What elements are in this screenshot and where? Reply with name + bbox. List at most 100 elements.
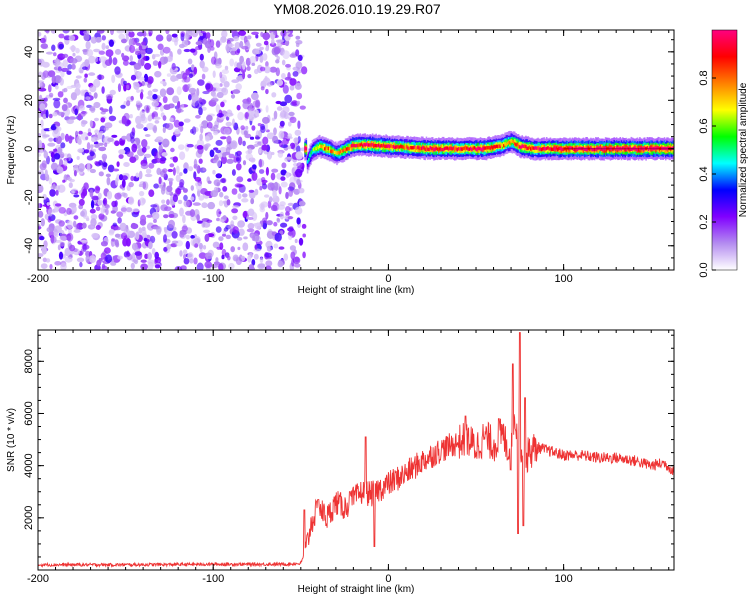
band-cell (366, 143, 369, 147)
noise-speckle (212, 82, 221, 89)
noise-speckle (301, 223, 307, 229)
noise-speckle (162, 96, 168, 104)
noise-speckle (45, 258, 51, 263)
noise-speckle (151, 212, 160, 220)
band-cell (413, 145, 416, 149)
noise-speckle (115, 177, 119, 186)
noise-speckle (176, 105, 182, 114)
noise-speckle (268, 196, 273, 203)
x-tick-label: 100 (554, 573, 572, 585)
noise-speckle (232, 215, 238, 220)
noise-speckle (122, 237, 128, 247)
noise-speckle (117, 217, 122, 224)
noise-speckle (287, 216, 293, 220)
noise-speckle (255, 34, 259, 39)
noise-speckle (146, 105, 150, 113)
noise-speckle (185, 30, 193, 38)
noise-speckle (207, 201, 216, 210)
noise-speckle (255, 99, 261, 109)
y-tick-label: 2000 (23, 506, 35, 530)
band-cell (436, 147, 439, 151)
noise-speckle (177, 144, 185, 151)
noise-speckle (83, 30, 90, 35)
noise-speckle (199, 53, 204, 61)
noise-speckle (255, 136, 261, 140)
noise-speckle (156, 167, 162, 175)
snr-x-axis-label: Height of straight line (km) (298, 584, 415, 595)
band-cell (506, 141, 509, 145)
band-cell (444, 146, 446, 151)
noise-speckle (202, 66, 209, 73)
noise-speckle (220, 101, 225, 108)
noise-speckle (204, 191, 213, 196)
noise-speckle (213, 179, 221, 187)
noise-speckle (126, 151, 134, 158)
noise-speckle (263, 40, 269, 46)
noise-speckle (100, 207, 105, 215)
noise-speckle (53, 225, 62, 234)
band-cell (590, 146, 592, 150)
noise-speckle (253, 253, 259, 260)
noise-speckle (227, 255, 231, 261)
noise-speckle (287, 231, 294, 236)
band-cell (647, 147, 650, 152)
noise-speckle (152, 226, 160, 230)
noise-speckle (93, 101, 101, 109)
noise-speckle (139, 219, 147, 226)
noise-speckle (215, 173, 223, 179)
noise-speckle (216, 113, 224, 118)
noise-speckle (58, 207, 67, 214)
noise-speckle (253, 248, 262, 252)
band-cell (586, 147, 588, 151)
noise-speckle (235, 157, 240, 162)
band-cell (526, 146, 528, 151)
noise-speckle (101, 161, 108, 170)
noise-speckle (272, 189, 277, 199)
noise-speckle (140, 57, 145, 67)
noise-speckle (187, 166, 194, 172)
noise-speckle (148, 162, 155, 169)
noise-speckle (288, 121, 292, 127)
band-cell (466, 146, 468, 150)
noise-speckle (271, 168, 279, 173)
noise-speckle (273, 46, 281, 55)
noise-speckle (275, 67, 280, 77)
noise-speckle (248, 189, 255, 193)
noise-speckle (171, 33, 178, 38)
noise-speckle (291, 258, 295, 267)
colorbar-ticks: 0.0 0.2 0.4 0.6 0.8 (698, 70, 716, 278)
noise-speckle (95, 36, 102, 43)
noise-speckle (215, 40, 221, 48)
band-cell (509, 141, 511, 145)
noise-speckle (198, 158, 203, 164)
band-cell (423, 146, 425, 150)
band-cell (532, 146, 534, 150)
noise-speckle (135, 172, 140, 178)
noise-speckle (46, 51, 53, 55)
noise-speckle (169, 117, 174, 123)
noise-speckle (172, 167, 176, 176)
noise-speckle (138, 227, 143, 234)
noise-speckle (83, 182, 89, 190)
band-cell (592, 147, 595, 152)
noise-speckle (269, 66, 278, 73)
colorbar-tick-label: 0.4 (698, 166, 710, 181)
noise-speckle (38, 253, 44, 258)
noise-speckle (251, 62, 256, 66)
noise-speckle (237, 220, 246, 228)
noise-speckle (165, 122, 174, 131)
noise-speckle (143, 237, 148, 242)
noise-speckle (93, 78, 101, 88)
noise-speckle (129, 55, 133, 62)
band-cell (403, 146, 406, 150)
noise-speckle (75, 223, 80, 230)
noise-speckle (255, 48, 262, 55)
band-cell (379, 144, 381, 149)
noise-speckle (55, 189, 59, 196)
band-cell (636, 148, 639, 152)
noise-speckle (71, 190, 75, 195)
noise-speckle (78, 130, 83, 135)
noise-speckle (180, 32, 185, 42)
noise-speckle (139, 197, 146, 206)
noise-speckle (116, 161, 120, 168)
